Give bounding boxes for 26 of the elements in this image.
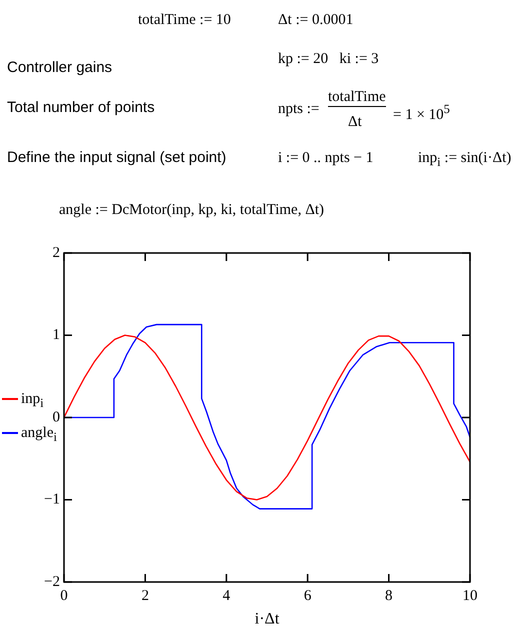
x-axis-title: i·Δt [254,610,280,628]
text: Controller gains [7,59,112,77]
x-tick-label: 10 [462,588,478,604]
y-tick-label: 2 [52,244,60,261]
text: kp := 20 ki := 3 [278,50,379,68]
text: totalTime [328,88,386,107]
x-tick-label: 6 [304,588,312,604]
text: totalTime := 10 [138,11,231,29]
y-tick-label: 0 [52,409,60,426]
text: Δt := 0.0001 [278,11,354,29]
text: i := 0 .. npts − 1 [278,149,374,167]
text: = 1 × 10$^{5}$ [393,101,450,124]
x-tick-label: 2 [141,588,149,604]
x-tick-label: 4 [222,588,231,604]
y-tick-label: −2 [44,574,60,590]
text: Δt [348,113,362,131]
legend-label: inp$_{i}$ [21,390,44,410]
y-tick-label: 1 [52,327,60,344]
text: inp$_{i}$ := sin(i·Δt) [418,149,512,171]
y-tick-label: −1 [44,492,60,508]
text: npts := [278,100,320,118]
x-tick-label: 8 [385,588,393,604]
text: angle := DcMotor(inp, kp, ki, totalTime, Δt) [59,201,324,219]
text: Total number of points [7,99,155,117]
legend-label: angle$_{i}$ [21,424,57,444]
text: Define the input signal (set point) [7,149,226,167]
